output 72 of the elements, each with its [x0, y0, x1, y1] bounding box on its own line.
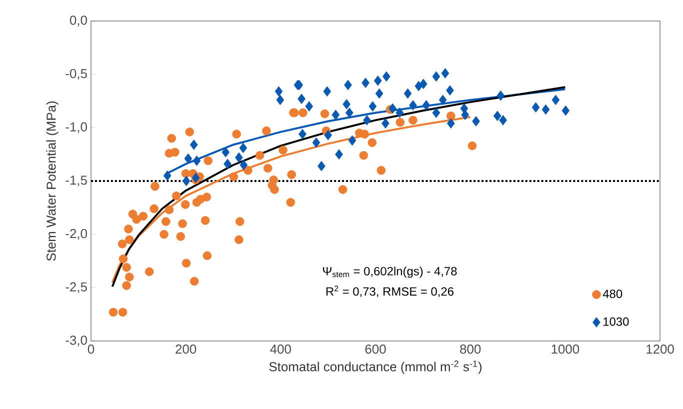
point [363, 115, 371, 126]
point [432, 71, 440, 82]
point [222, 147, 230, 158]
annotation: R$^{2}$ = 0,73, RMSE = 0,26 [326, 286, 454, 298]
y-tick-label: -3,0 [66, 336, 87, 346]
point [499, 115, 507, 126]
point [422, 100, 430, 110]
point [446, 85, 454, 96]
point [305, 101, 314, 112]
x-tick-label: 1000 [552, 344, 580, 354]
point [382, 71, 390, 82]
point [318, 160, 326, 172]
point [224, 158, 232, 170]
point [493, 110, 502, 122]
x-axis-title: Stomatal conductance (mmol m$^{-2}$ s$^{-1}$) [269, 360, 482, 374]
point [362, 78, 370, 88]
x-tick-label: 600 [365, 344, 386, 354]
point [552, 94, 560, 106]
point [235, 152, 243, 163]
point [461, 110, 470, 120]
point [332, 110, 340, 120]
x-tick-label: 200 [176, 344, 196, 354]
point [182, 176, 190, 186]
point [342, 99, 351, 110]
point [348, 135, 356, 146]
x-tick-label: 0 [88, 344, 94, 354]
point [374, 76, 382, 86]
y-tick-label: -0,5 [66, 68, 87, 80]
point [184, 153, 192, 164]
y-axis-title: Stem Water Potential (MPa) [46, 101, 58, 261]
point [276, 94, 284, 106]
point [472, 116, 480, 126]
point [446, 118, 455, 129]
point [323, 86, 332, 97]
point [409, 100, 417, 110]
point [298, 128, 306, 140]
point [192, 156, 201, 166]
point [432, 108, 440, 118]
point [274, 86, 283, 97]
y-tick-label: 0,0 [70, 16, 87, 26]
point [239, 142, 248, 154]
point [496, 90, 505, 101]
point [190, 140, 198, 150]
point [396, 108, 404, 118]
point [441, 68, 450, 78]
y-tick-label: -1,0 [66, 122, 87, 134]
point [375, 88, 384, 99]
y-tick-label: -2,0 [66, 228, 87, 240]
point [163, 170, 172, 181]
x-tick-label: 800 [460, 344, 481, 354]
annotation: Ψ$_{stem}$ = 0,602ln(gs) - 4,78 [323, 266, 457, 278]
point [438, 94, 447, 106]
point [345, 108, 354, 118]
y-tick-label: -1,5 [66, 176, 87, 186]
point [419, 78, 428, 90]
point [404, 88, 412, 99]
point [532, 102, 540, 113]
point [240, 160, 248, 170]
legend-label: 1030 [604, 317, 629, 326]
point [388, 103, 397, 114]
point [298, 94, 306, 104]
legend-label: 480 [602, 290, 622, 298]
point [335, 149, 343, 160]
x-tick-label: 1200 [646, 344, 674, 354]
y-tick-label: -2,5 [66, 282, 87, 294]
point [312, 137, 320, 148]
point [382, 118, 390, 129]
point [542, 104, 550, 115]
point [344, 80, 352, 90]
point [562, 105, 570, 116]
point [368, 101, 377, 112]
x-tick-label: 400 [270, 344, 291, 354]
